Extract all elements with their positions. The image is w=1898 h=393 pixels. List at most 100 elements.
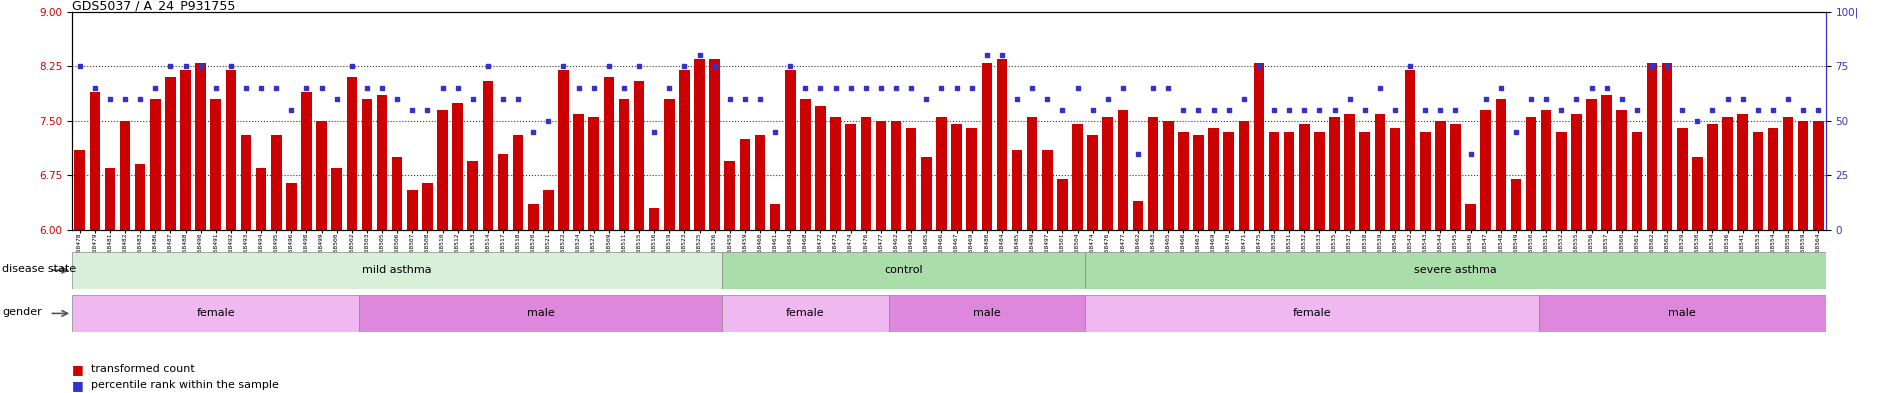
Bar	[512, 135, 524, 230]
Bar	[634, 81, 643, 230]
Bar	[1767, 128, 1778, 230]
Bar	[921, 157, 932, 230]
Bar	[1647, 62, 1657, 230]
Bar	[1737, 114, 1748, 230]
Bar	[966, 128, 977, 230]
Bar	[104, 168, 116, 230]
Bar	[1283, 132, 1294, 230]
Bar	[1450, 125, 1461, 230]
Text: disease state: disease state	[2, 264, 76, 274]
Bar	[679, 70, 689, 230]
Bar	[1344, 114, 1355, 230]
Bar	[619, 99, 630, 230]
Bar	[1678, 128, 1687, 230]
Bar	[1012, 150, 1023, 230]
Bar	[1027, 117, 1038, 230]
Bar	[1693, 157, 1703, 230]
Bar	[528, 204, 539, 230]
Bar	[786, 70, 795, 230]
Bar	[287, 183, 296, 230]
Bar	[497, 154, 509, 230]
Bar	[723, 295, 888, 332]
Text: female: female	[1293, 309, 1330, 318]
Bar	[1389, 128, 1401, 230]
Bar	[816, 106, 826, 230]
Bar	[664, 99, 674, 230]
Bar	[740, 139, 750, 230]
Text: female: female	[195, 309, 235, 318]
Text: severe asthma: severe asthma	[1414, 265, 1498, 275]
Bar	[363, 99, 372, 230]
Bar	[1782, 117, 1794, 230]
Bar	[211, 99, 220, 230]
Bar	[888, 295, 1086, 332]
Bar	[1268, 132, 1279, 230]
Bar	[1163, 121, 1173, 230]
Bar	[1224, 132, 1234, 230]
Bar	[72, 252, 723, 289]
Bar	[936, 117, 947, 230]
Text: GDS5037 / A_24_P931755: GDS5037 / A_24_P931755	[72, 0, 235, 12]
Bar	[1572, 114, 1581, 230]
Bar	[771, 204, 780, 230]
Bar	[1179, 132, 1188, 230]
Bar	[1359, 132, 1370, 230]
Bar	[845, 125, 856, 230]
Bar	[1602, 95, 1611, 230]
Bar	[256, 168, 266, 230]
Text: female: female	[786, 309, 826, 318]
Bar	[1511, 179, 1520, 230]
Bar	[135, 164, 146, 230]
Bar	[437, 110, 448, 230]
Bar	[165, 77, 177, 230]
Bar	[482, 81, 493, 230]
Bar	[905, 128, 917, 230]
Text: gender: gender	[2, 307, 42, 318]
Bar	[359, 295, 723, 332]
Bar	[226, 70, 235, 230]
Bar	[1405, 70, 1416, 230]
Bar	[1797, 121, 1809, 230]
Text: male: male	[528, 309, 554, 318]
Bar	[543, 190, 554, 230]
Bar	[74, 150, 85, 230]
Bar	[1057, 179, 1069, 230]
Bar	[1255, 62, 1264, 230]
Bar	[1042, 150, 1053, 230]
Bar	[860, 117, 871, 230]
Bar	[406, 190, 418, 230]
Bar	[890, 121, 902, 230]
Bar	[1435, 121, 1446, 230]
Bar	[1539, 295, 1826, 332]
Bar	[801, 99, 810, 230]
Bar	[1617, 110, 1627, 230]
Bar	[120, 121, 131, 230]
Bar	[1118, 110, 1127, 230]
Text: mild asthma: mild asthma	[363, 265, 433, 275]
Bar	[1706, 125, 1718, 230]
Bar	[391, 157, 402, 230]
Bar	[1374, 114, 1386, 230]
Bar	[1496, 99, 1507, 230]
Bar	[558, 70, 569, 230]
Bar	[1086, 252, 1826, 289]
Bar	[271, 135, 281, 230]
Bar	[1329, 117, 1340, 230]
Bar	[1088, 135, 1097, 230]
Text: control: control	[884, 265, 922, 275]
Bar	[89, 92, 101, 230]
Bar	[573, 114, 585, 230]
Bar	[1526, 117, 1535, 230]
Bar	[1587, 99, 1596, 230]
Bar	[996, 59, 1008, 230]
Bar	[1813, 121, 1824, 230]
Bar	[1148, 117, 1158, 230]
Bar	[951, 125, 962, 230]
Bar	[604, 77, 615, 230]
Bar	[1721, 117, 1733, 230]
Bar	[875, 121, 886, 230]
Bar	[72, 295, 359, 332]
Bar	[1663, 62, 1672, 230]
Bar	[150, 99, 161, 230]
Text: ■: ■	[72, 378, 87, 392]
